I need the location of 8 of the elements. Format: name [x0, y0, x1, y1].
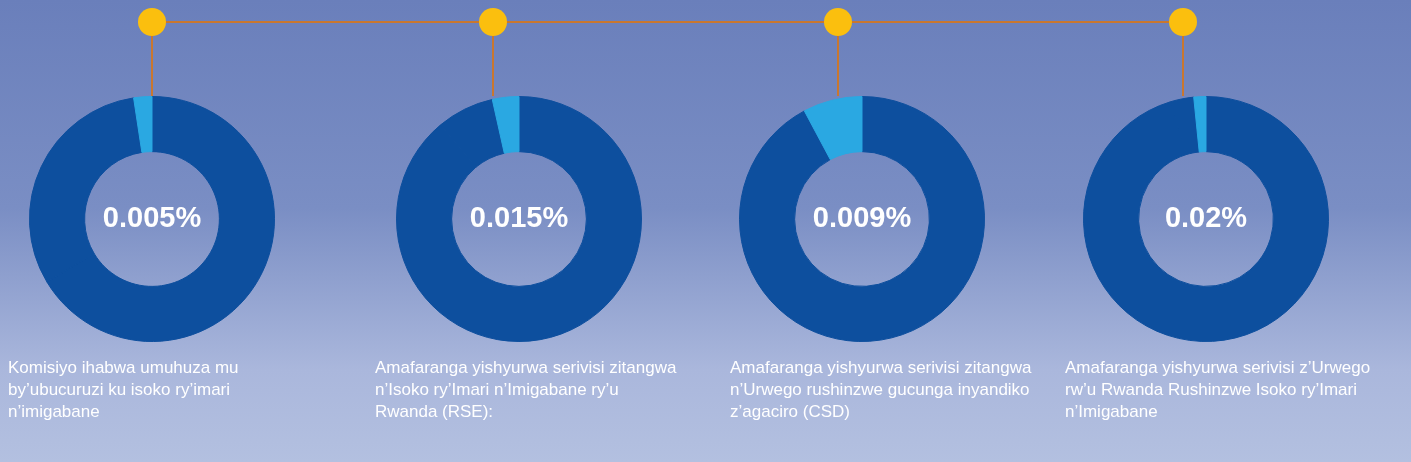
text: Amafaranga yishyurwa serivisi zitangwa n’Isoko ry’Imari n’Imigabane ry’u Rwanda (RSE):	[375, 357, 678, 423]
text: Komisiyo ihabwa umuhuza mu by’ubucuruzi ku isoko ry’imari n’imigabane	[8, 357, 240, 423]
text: Amafaranga yishyurwa serivisi zitangwa n’Urwego rushinzwe gucunga inyandiko z’agaciro (CSD)	[730, 357, 1033, 423]
text: Amafaranga yishyurwa serivisi z’Urwego rw’u Rwanda Rushinzwe Isoko ry’Imari n’Imigabane	[1065, 357, 1372, 423]
text: 0.015%	[469, 201, 569, 233]
text: 0.005%	[102, 201, 202, 233]
text: 0.02%	[1164, 201, 1248, 233]
text: 0.009%	[812, 201, 912, 233]
